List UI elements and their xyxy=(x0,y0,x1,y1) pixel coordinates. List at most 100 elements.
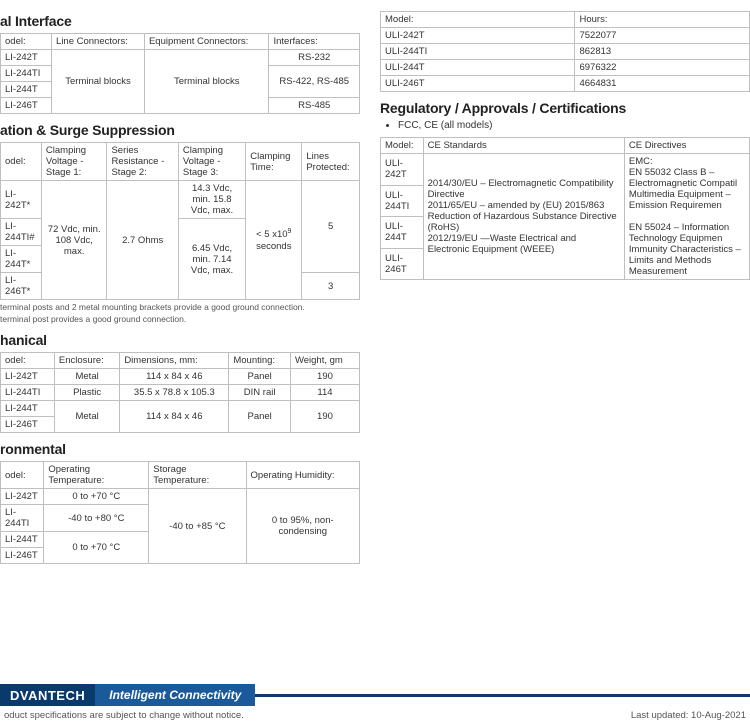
op-temp-cell: -40 to +80 °C xyxy=(44,505,149,532)
mount-cell: Panel xyxy=(229,369,291,385)
model-cell: ULI-242T xyxy=(381,28,575,44)
hours-cell: 862813 xyxy=(575,44,750,60)
header-cell: Operating Temperature: xyxy=(44,462,149,489)
header-cell: odel: xyxy=(1,143,42,181)
dim-cell: 35.5 x 78.8 x 105.3 xyxy=(120,385,229,401)
iface-cell: RS-232 xyxy=(269,50,360,66)
stage1-cell: 72 Vdc, min. 108 Vdc, max. xyxy=(41,181,107,300)
model-cell: LI-244TI xyxy=(1,66,52,82)
serial-interface-heading: al Interface xyxy=(0,13,360,29)
header-cell: Lines Protected: xyxy=(302,143,360,181)
header-cell: Weight, gm xyxy=(290,353,359,369)
model-cell: ULI-244T xyxy=(381,217,424,249)
iface-cell: RS-422, RS-485 xyxy=(269,66,360,98)
header-cell: Dimensions, mm: xyxy=(120,353,229,369)
header-cell: Model: xyxy=(381,12,575,28)
enclosure-cell: Plastic xyxy=(54,385,119,401)
mechanical-heading: hanical xyxy=(0,332,360,348)
brand-rule xyxy=(255,694,750,697)
model-cell: LI-244TI xyxy=(1,385,55,401)
model-cell: LI-244T xyxy=(1,401,55,417)
header-cell: Equipment Connectors: xyxy=(144,34,269,50)
model-cell: LI-246T xyxy=(1,548,44,564)
enclosure-cell: Metal xyxy=(54,369,119,385)
model-cell: LI-244T xyxy=(1,532,44,548)
header-cell: CE Standards xyxy=(423,138,624,154)
hours-table: Model: Hours: ULI-242T7522077 ULI-244TI8… xyxy=(380,11,750,92)
stage3-cell: 14.3 Vdc, min. 15.8 Vdc, max. xyxy=(178,181,245,219)
header-cell: Operating Humidity: xyxy=(246,462,359,489)
surge-note: terminal post provides a good ground con… xyxy=(0,314,360,324)
model-cell: ULI-246T xyxy=(381,76,575,92)
brand-tagline: Intelligent Connectivity xyxy=(95,684,255,706)
brand-logo: DVANTECH xyxy=(0,684,95,706)
header-cell: Interfaces: xyxy=(269,34,360,50)
model-cell: LI-242T* xyxy=(1,181,42,219)
mount-cell: Panel xyxy=(229,401,291,433)
model-cell: ULI-242T xyxy=(381,154,424,186)
header-cell: odel: xyxy=(1,462,44,489)
iface-cell: RS-485 xyxy=(269,98,360,114)
header-cell: CE Directives xyxy=(624,138,749,154)
regulatory-bullet: FCC, CE (all models) xyxy=(398,120,750,131)
header-cell: Model: xyxy=(381,138,424,154)
mechanical-table: odel: Enclosure: Dimensions, mm: Mountin… xyxy=(0,352,360,433)
regulatory-table: Model: CE Standards CE Directives ULI-24… xyxy=(380,137,750,280)
dim-cell: 114 x 84 x 46 xyxy=(120,401,229,433)
header-cell: Clamping Time: xyxy=(246,143,302,181)
dim-cell: 114 x 84 x 46 xyxy=(120,369,229,385)
stage3-cell: 6.45 Vdc, min. 7.14 Vdc, max. xyxy=(178,219,245,300)
model-cell: LI-242T xyxy=(1,369,55,385)
weight-cell: 190 xyxy=(290,401,359,433)
header-cell: Clamping Voltage - Stage 3: xyxy=(178,143,245,181)
op-temp-cell: 0 to +70 °C xyxy=(44,489,149,505)
op-temp-cell: 0 to +70 °C xyxy=(44,532,149,564)
standards-cell: 2014/30/EU – Electromagnetic Compatibili… xyxy=(423,154,624,280)
header-cell: Clamping Voltage - Stage 1: xyxy=(41,143,107,181)
lines-cell: 5 xyxy=(302,181,360,273)
header-cell: Enclosure: xyxy=(54,353,119,369)
model-cell: LI-242T xyxy=(1,50,52,66)
model-cell: ULI-246T xyxy=(381,248,424,280)
header-cell: Hours: xyxy=(575,12,750,28)
model-cell: LI-246T xyxy=(1,98,52,114)
storage-temp-cell: -40 to +85 °C xyxy=(149,489,246,564)
model-cell: LI-244T xyxy=(1,82,52,98)
header-cell: Mounting: xyxy=(229,353,291,369)
serial-interface-table: odel: Line Connectors: Equipment Connect… xyxy=(0,33,360,114)
header-cell: Line Connectors: xyxy=(52,34,145,50)
humidity-cell: 0 to 95%, non-condensing xyxy=(246,489,359,564)
model-cell: LI-244TI# xyxy=(1,219,42,246)
clamp-time-cell: < 5 x109 seconds xyxy=(246,181,302,300)
page-footer: DVANTECH Intelligent Connectivity oduct … xyxy=(0,684,750,721)
header-cell: odel: xyxy=(1,34,52,50)
model-cell: LI-244T* xyxy=(1,246,42,273)
model-cell: ULI-244TI xyxy=(381,44,575,60)
model-cell: LI-242T xyxy=(1,489,44,505)
model-cell: LI-246T xyxy=(1,417,55,433)
regulatory-list: FCC, CE (all models) xyxy=(398,120,750,131)
directives-cell: EMC: EN 55032 Class B – Electromagnetic … xyxy=(624,154,749,280)
model-cell: LI-244TI xyxy=(1,505,44,532)
surge-note: terminal posts and 2 metal mounting brac… xyxy=(0,302,360,312)
hours-cell: 6976322 xyxy=(575,60,750,76)
model-cell: LI-246T* xyxy=(1,273,42,300)
lines-cell: 3 xyxy=(302,273,360,300)
model-cell: ULI-244T xyxy=(381,60,575,76)
footer-updated: Last updated: 10-Aug-2021 xyxy=(631,710,746,721)
surge-heading: ation & Surge Suppression xyxy=(0,122,360,138)
surge-table: odel: Clamping Voltage - Stage 1: Series… xyxy=(0,142,360,300)
weight-cell: 190 xyxy=(290,369,359,385)
weight-cell: 114 xyxy=(290,385,359,401)
stage2-cell: 2.7 Ohms xyxy=(107,181,178,300)
equip-conn-cell: Terminal blocks xyxy=(144,50,269,114)
mount-cell: DIN rail xyxy=(229,385,291,401)
header-cell: Storage Temperature: xyxy=(149,462,246,489)
regulatory-heading: Regulatory / Approvals / Certifications xyxy=(380,100,750,116)
header-cell: Series Resistance - Stage 2: xyxy=(107,143,178,181)
hours-cell: 4664831 xyxy=(575,76,750,92)
line-conn-cell: Terminal blocks xyxy=(52,50,145,114)
footer-disclaimer: oduct specifications are subject to chan… xyxy=(4,710,244,721)
model-cell: ULI-244TI xyxy=(381,185,424,217)
environmental-heading: ronmental xyxy=(0,441,360,457)
